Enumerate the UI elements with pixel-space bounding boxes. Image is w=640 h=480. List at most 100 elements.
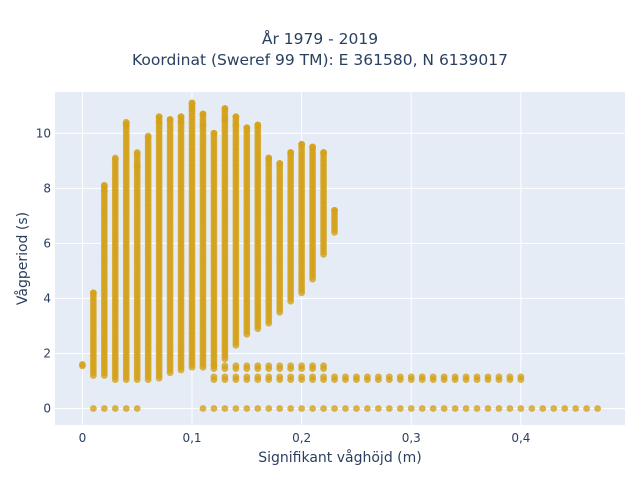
data-point (429, 405, 437, 412)
y-tick-label: 6 (43, 236, 51, 250)
data-point (89, 289, 97, 297)
data-point (276, 373, 284, 381)
data-point (199, 121, 207, 129)
data-point (396, 373, 404, 381)
data-point (309, 373, 316, 381)
data-point (298, 373, 306, 381)
data-point (309, 405, 316, 412)
data-point (243, 373, 251, 381)
data-point (133, 149, 141, 156)
data-point (451, 373, 459, 381)
data-point (572, 405, 580, 412)
data-point (79, 361, 86, 368)
data-point (188, 99, 196, 107)
data-point (484, 373, 492, 381)
data-point (473, 405, 481, 412)
data-point (462, 405, 470, 412)
data-point (484, 405, 492, 412)
data-point (265, 373, 273, 381)
x-tick-label: 0,3 (402, 431, 421, 445)
data-point (407, 405, 415, 412)
data-point (133, 162, 141, 170)
data-point (331, 405, 338, 412)
data-point (254, 362, 262, 370)
data-point (418, 405, 426, 412)
data-point (561, 405, 569, 412)
data-point (111, 154, 119, 162)
x-tick-label: 0,1 (182, 431, 201, 445)
data-point (298, 362, 306, 370)
x-axis-label: Signifikant våghöjd (m) (258, 449, 421, 466)
x-tick-label: 0,4 (511, 431, 530, 445)
data-point (133, 405, 141, 412)
data-point (276, 160, 284, 167)
data-point (309, 362, 316, 370)
data-point (353, 405, 360, 412)
x-tick-label: 0,2 (292, 431, 311, 445)
data-point (473, 373, 481, 381)
data-point (539, 405, 547, 412)
data-point (506, 373, 514, 381)
data-point (583, 405, 591, 412)
data-point (232, 113, 240, 121)
data-point (177, 113, 185, 121)
y-tick-labels: 0 2 4 6 8 10 (36, 126, 51, 415)
data-point (440, 405, 448, 412)
chart-title-line-2: Koordinat (Sweref 99 TM): E 361580, N 61… (132, 51, 508, 69)
data-point (265, 154, 273, 162)
data-point (407, 373, 415, 381)
data-point (298, 140, 306, 148)
data-point (374, 405, 382, 412)
data-point (320, 362, 327, 370)
data-point (100, 405, 108, 412)
data-point (385, 405, 393, 412)
data-point (122, 121, 130, 129)
data-point (254, 373, 262, 381)
y-tick-label: 4 (43, 291, 51, 305)
data-point (517, 373, 525, 381)
data-point (100, 182, 108, 189)
data-point (331, 206, 338, 214)
data-point (287, 362, 295, 370)
data-point (528, 405, 536, 412)
y-tick-label: 8 (43, 181, 51, 195)
data-point (199, 110, 207, 118)
scatter-points (79, 99, 601, 412)
data-point (550, 405, 558, 412)
data-point (506, 405, 514, 412)
data-point (221, 105, 229, 112)
data-point (155, 118, 163, 126)
data-point (232, 405, 240, 412)
data-point (254, 405, 262, 412)
x-tick-labels: 0 0,1 0,2 0,3 0,4 (79, 431, 531, 445)
data-point (100, 187, 108, 195)
data-point (298, 405, 306, 412)
data-point (287, 149, 295, 156)
chart-title-line-1: År 1979 - 2019 (261, 30, 379, 48)
data-point (287, 405, 295, 412)
data-point (385, 373, 393, 381)
data-point (364, 373, 371, 381)
data-point (517, 405, 525, 412)
data-point (309, 143, 316, 151)
data-point (374, 373, 382, 381)
data-point (210, 362, 218, 370)
data-point (210, 373, 218, 381)
data-point (418, 373, 426, 381)
data-point (254, 121, 262, 129)
data-point (221, 373, 229, 381)
data-point (396, 405, 404, 412)
data-point (166, 116, 174, 123)
data-point (364, 405, 371, 412)
data-point (495, 405, 503, 412)
data-point (342, 405, 349, 412)
data-point (320, 405, 327, 412)
data-point (177, 118, 185, 126)
data-point (155, 113, 163, 121)
data-point (232, 121, 240, 129)
y-tick-label: 0 (43, 401, 51, 415)
data-point (594, 405, 601, 412)
data-point (243, 124, 251, 132)
